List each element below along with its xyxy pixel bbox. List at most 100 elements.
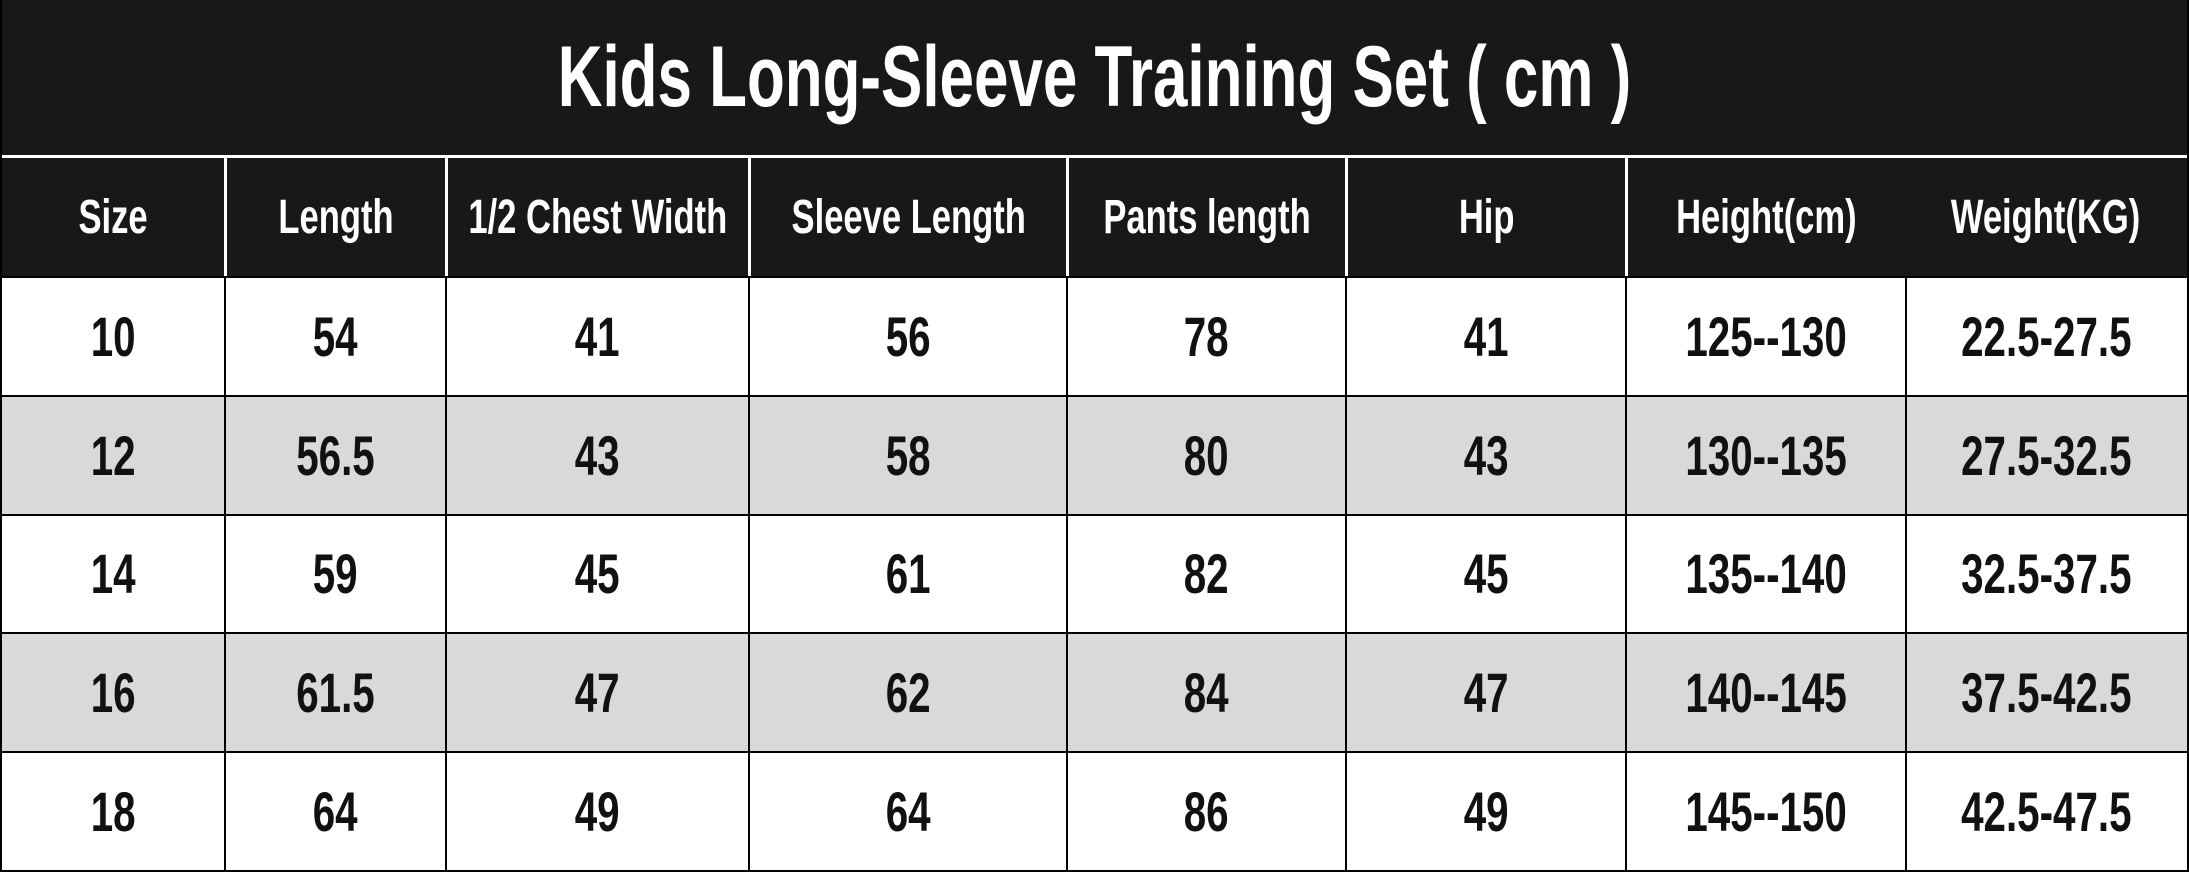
column-header-label: Height(cm) [1676, 190, 1857, 244]
cell-value: 56 [885, 304, 931, 368]
table-cell: 64 [747, 753, 1066, 870]
cell-value: 61.5 [296, 661, 375, 725]
cell-value: 22.5-27.5 [1961, 304, 2132, 368]
table-cell: 135--140 [1625, 515, 1905, 633]
column-header-label: Hip [1458, 190, 1515, 244]
table-cell: 42.5-47.5 [1904, 753, 2187, 870]
column-header-weight: Weight(KG) [1905, 158, 2187, 276]
table-cell: 47 [1344, 634, 1625, 752]
table-cell: 84 [1066, 634, 1344, 752]
table-cell: 82 [1066, 515, 1344, 633]
table-cell: 140--145 [1625, 634, 1905, 752]
table-row-size-14: 14 59 45 61 82 45 135--140 32.5-37.5 [2, 513, 2187, 633]
table-cell: 130--135 [1625, 396, 1905, 514]
cell-value: 61 [885, 542, 931, 606]
cell-value: 41 [1463, 304, 1509, 368]
column-header-sleeve-length: Sleeve Length [747, 158, 1066, 276]
cell-value: 32.5-37.5 [1961, 542, 2132, 606]
column-header-label: Size [78, 190, 148, 244]
table-cell: 12 [2, 397, 224, 514]
cell-value: 56.5 [296, 423, 375, 487]
cell-value: 43 [574, 423, 620, 487]
cell-value: 145--150 [1685, 780, 1847, 844]
table-cell: 37.5-42.5 [1904, 634, 2187, 752]
table-cell: 10 [2, 278, 224, 395]
column-header-hip: Hip [1344, 158, 1625, 276]
table-cell: 56.5 [223, 396, 446, 514]
table-header-row: Size Length 1/2 Chest Width Sleeve Lengt… [2, 158, 2187, 276]
column-header-half-chest-width: 1/2 Chest Width [445, 158, 747, 276]
table-cell: 41 [445, 278, 747, 395]
cell-value: 14 [90, 542, 136, 606]
table-cell: 32.5-37.5 [1904, 515, 2187, 633]
column-header-height: Height(cm) [1625, 158, 1905, 276]
cell-value: 49 [1463, 780, 1509, 844]
cell-value: 80 [1183, 423, 1229, 487]
cell-value: 130--135 [1685, 423, 1847, 487]
cell-value: 64 [885, 780, 931, 844]
table-cell: 58 [747, 396, 1066, 514]
column-header-label: 1/2 Chest Width [468, 190, 728, 244]
table-cell: 56 [747, 278, 1066, 395]
cell-value: 86 [1183, 780, 1229, 844]
column-header-label: Sleeve Length [791, 190, 1026, 244]
cell-value: 37.5-42.5 [1961, 661, 2132, 725]
table-cell: 43 [1344, 396, 1625, 514]
column-header-label: Length [278, 190, 394, 244]
cell-value: 62 [885, 661, 931, 725]
cell-value: 45 [574, 542, 620, 606]
cell-value: 45 [1463, 542, 1509, 606]
table-cell: 62 [747, 634, 1066, 752]
cell-value: 82 [1183, 542, 1229, 606]
table-cell: 18 [2, 753, 224, 870]
table-cell: 49 [445, 753, 747, 870]
cell-value: 125--130 [1685, 304, 1847, 368]
table-cell: 16 [2, 634, 224, 751]
table-row-size-10: 10 54 41 56 78 41 125--130 22.5-27.5 [2, 276, 2187, 395]
column-header-size: Size [2, 158, 224, 276]
cell-value: 41 [574, 304, 620, 368]
cell-value: 49 [574, 780, 620, 844]
cell-value: 58 [885, 423, 931, 487]
cell-value: 47 [1463, 661, 1509, 725]
table-cell: 61 [747, 515, 1066, 633]
table-cell: 78 [1066, 278, 1344, 395]
column-header-length: Length [223, 158, 446, 276]
cell-value: 140--145 [1685, 661, 1847, 725]
chart-title-bar: Kids Long-Sleeve Training Set ( cm ) [2, 0, 2187, 155]
table-cell: 47 [445, 634, 747, 752]
table-cell: 45 [445, 515, 747, 633]
chart-title: Kids Long-Sleeve Training Set ( cm ) [557, 29, 1632, 125]
table-row-size-18: 18 64 49 64 86 49 145--150 42.5-47.5 [2, 751, 2187, 870]
cell-value: 43 [1463, 423, 1509, 487]
cell-value: 135--140 [1685, 542, 1847, 606]
table-cell: 49 [1344, 753, 1625, 870]
cell-value: 16 [90, 661, 136, 725]
table-cell: 54 [223, 278, 446, 395]
cell-value: 78 [1183, 304, 1229, 368]
cell-value: 10 [90, 304, 136, 368]
table-cell: 80 [1066, 396, 1344, 514]
cell-value: 18 [90, 780, 136, 844]
title-separator-line [2, 155, 2187, 158]
table-cell: 14 [2, 516, 224, 633]
table-row-size-16: 16 61.5 47 62 84 47 140--145 37.5-42.5 [2, 632, 2187, 752]
cell-value: 12 [90, 423, 136, 487]
table-cell: 27.5-32.5 [1904, 396, 2187, 514]
column-header-label: Pants length [1103, 190, 1311, 244]
cell-value: 84 [1183, 661, 1229, 725]
table-cell: 64 [223, 753, 446, 870]
table-cell: 22.5-27.5 [1904, 278, 2187, 395]
table-cell: 125--130 [1625, 278, 1905, 395]
table-cell: 59 [223, 515, 446, 633]
table-cell: 45 [1344, 515, 1625, 633]
table-cell: 43 [445, 396, 747, 514]
table-cell: 61.5 [223, 634, 446, 752]
table-row-size-12: 12 56.5 43 58 80 43 130--135 27.5-32.5 [2, 394, 2187, 514]
table-cell: 145--150 [1625, 753, 1905, 870]
column-header-pants-length: Pants length [1066, 158, 1344, 276]
table-cell: 86 [1066, 753, 1344, 870]
table-cell: 41 [1344, 278, 1625, 395]
cell-value: 64 [312, 780, 358, 844]
